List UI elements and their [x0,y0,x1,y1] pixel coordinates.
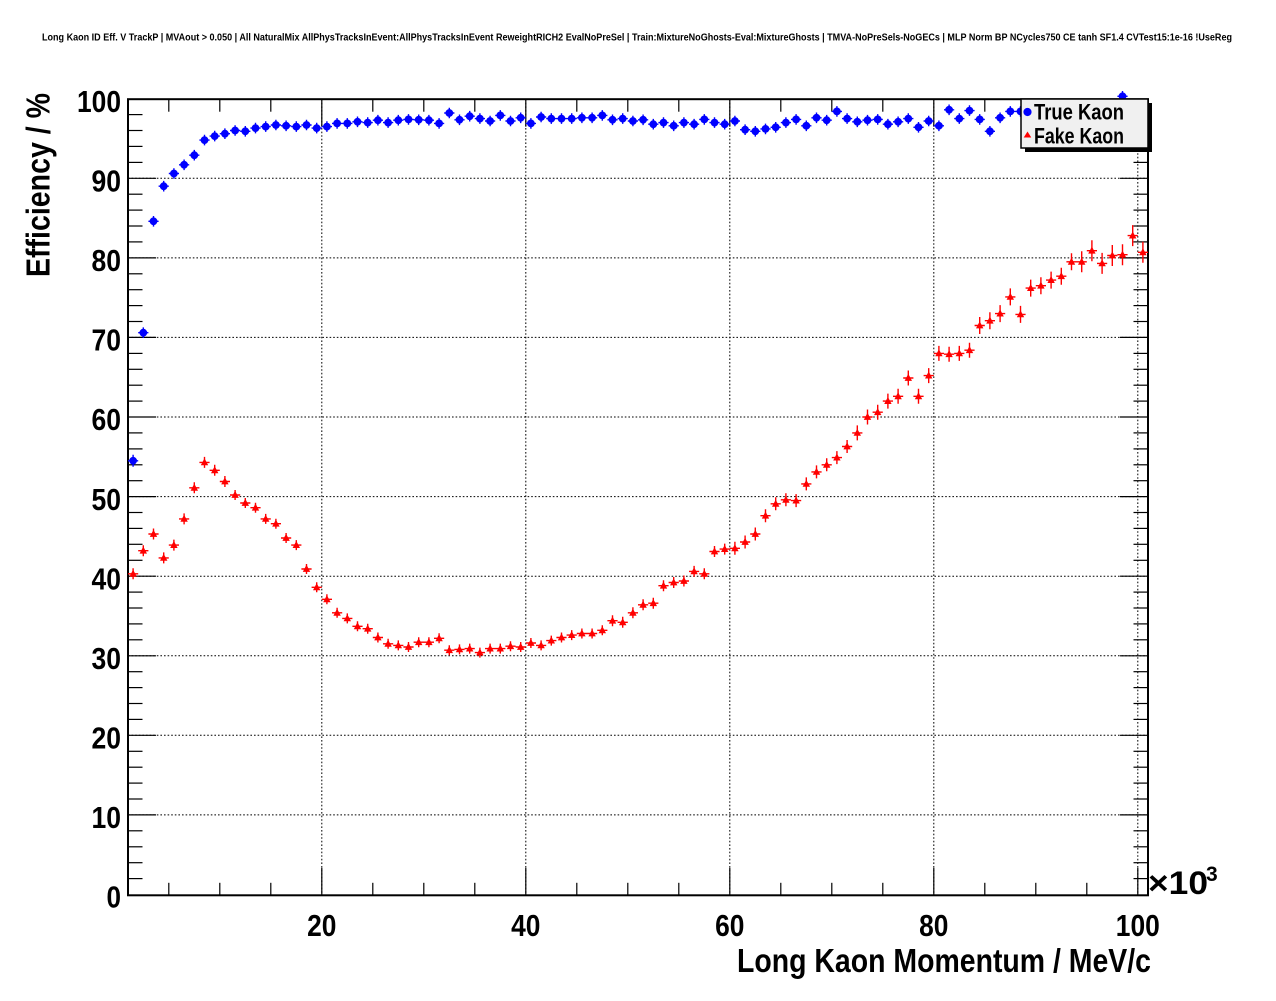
svg-text:Efficiency / %: Efficiency / % [20,93,57,277]
svg-text:True Kaon: True Kaon [1034,100,1124,125]
svg-text:80: 80 [919,908,948,943]
svg-text:40: 40 [511,908,540,943]
svg-text:30: 30 [92,641,122,676]
svg-text:Fake Kaon: Fake Kaon [1034,124,1124,149]
svg-text:20: 20 [307,908,336,943]
svg-text:70: 70 [92,323,122,358]
svg-text:100: 100 [1116,908,1160,943]
svg-text:10: 10 [92,800,122,835]
svg-text:20: 20 [92,721,122,756]
svg-text:100: 100 [77,84,121,119]
svg-text:40: 40 [92,561,122,596]
svg-text:0: 0 [107,880,122,915]
svg-text:50: 50 [92,482,122,517]
svg-text:3: 3 [1206,863,1218,886]
svg-text:60: 60 [715,908,744,943]
svg-text:Long Kaon Momentum / MeV/c: Long Kaon Momentum / MeV/c [737,942,1151,979]
svg-text:80: 80 [92,243,122,278]
svg-text:×10: ×10 [1148,865,1208,901]
svg-text:60: 60 [92,402,122,437]
svg-text:90: 90 [92,164,122,199]
svg-text:Long Kaon ID Eff. V TrackP | M: Long Kaon ID Eff. V TrackP | MVAout > 0.… [42,32,1232,44]
